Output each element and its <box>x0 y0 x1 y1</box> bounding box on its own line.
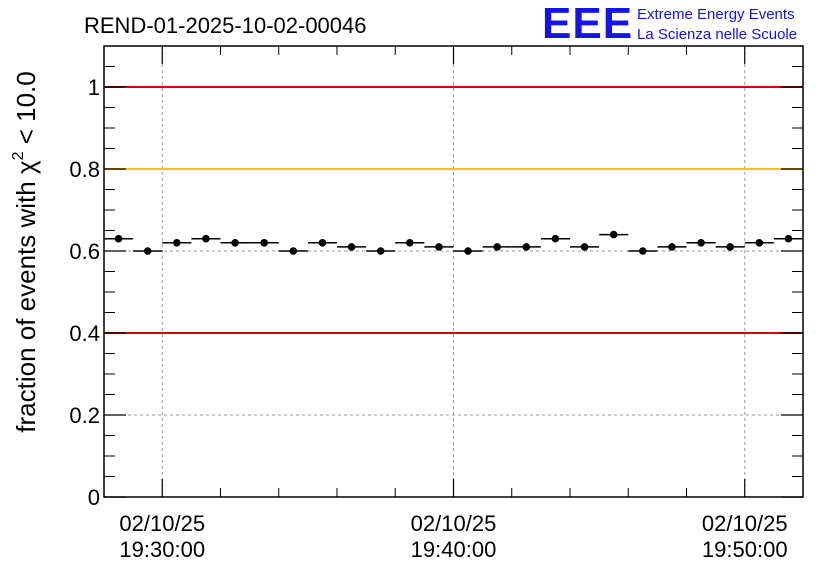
data-point <box>464 247 472 255</box>
grid <box>104 46 803 497</box>
data-point <box>347 243 356 251</box>
logo-line-1: Extreme Energy Events <box>637 6 795 23</box>
data-point <box>289 247 298 255</box>
data-point <box>551 234 560 243</box>
data-point <box>755 239 764 247</box>
data-points <box>104 230 803 255</box>
logo-mark: EEE <box>542 0 633 48</box>
x-tick-label-time: 19:30:00 <box>119 537 205 562</box>
data-point <box>580 243 589 251</box>
y-tick-label: 0.8 <box>69 157 100 182</box>
data-point <box>639 247 647 255</box>
data-point <box>435 243 443 251</box>
data-point <box>376 247 385 255</box>
y-axis-label-prefix: fraction of events with <box>11 174 41 433</box>
data-point <box>609 230 618 239</box>
tick-labels: 00.20.40.60.8102/10/2519:30:0002/10/2519… <box>69 75 787 562</box>
x-tick-label-date: 02/10/25 <box>702 511 788 536</box>
logo-line-2: La Scienza nelle Scuole <box>637 26 797 43</box>
data-point <box>406 239 414 247</box>
axis-ticks <box>104 46 803 498</box>
x-tick-label-date: 02/10/25 <box>119 511 205 536</box>
data-point <box>493 243 501 251</box>
y-tick-label: 0.2 <box>69 403 100 428</box>
data-point <box>784 234 793 243</box>
chart-title: REND-01-2025-10-02-00046 <box>84 13 367 38</box>
data-point <box>173 239 181 247</box>
data-point <box>318 239 327 247</box>
y-tick-label: 0.6 <box>69 239 100 264</box>
y-tick-label: 1 <box>88 75 100 100</box>
data-point <box>114 234 123 243</box>
y-tick-label: 0 <box>88 485 100 510</box>
x-tick-label-time: 19:50:00 <box>702 537 788 562</box>
eee-logo: EEE Extreme Energy Events La Scienza nel… <box>542 0 797 48</box>
data-point <box>231 239 239 247</box>
data-point <box>202 234 210 243</box>
data-point <box>522 243 531 251</box>
data-point <box>668 243 676 251</box>
data-point <box>260 239 268 247</box>
reference-lines <box>104 86 803 334</box>
y-axis-label-sup: 2 <box>10 151 27 160</box>
x-tick-label-time: 19:40:00 <box>411 537 497 562</box>
data-point <box>726 243 734 251</box>
y-axis-label: fraction of events with χ2 < 10.0 <box>10 71 41 432</box>
y-axis-label-suffix: < 10.0 <box>11 71 41 151</box>
y-axis-label-chi: χ <box>11 160 41 174</box>
data-point <box>143 247 152 255</box>
y-tick-label: 0.4 <box>69 321 100 346</box>
data-point <box>697 239 705 247</box>
x-tick-label-date: 02/10/25 <box>411 511 497 536</box>
